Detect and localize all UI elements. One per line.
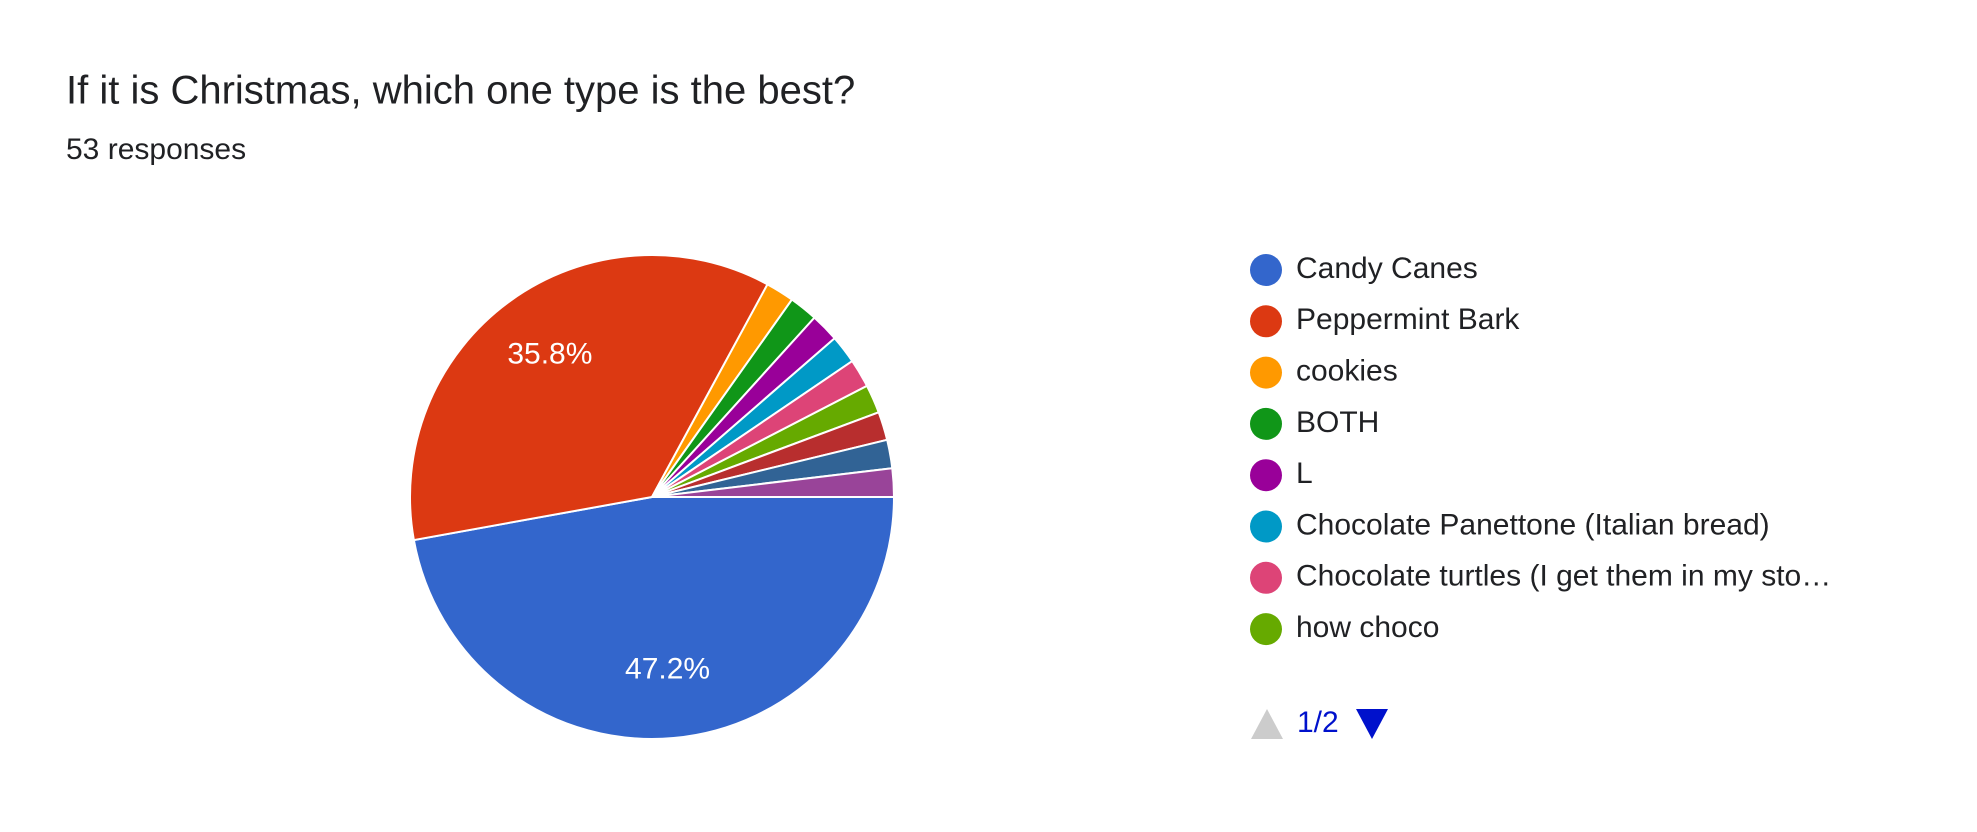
- legend-swatch: [1250, 459, 1282, 492]
- legend-label: Chocolate turtles (I get them in my sto…: [1296, 560, 1831, 593]
- legend-swatch: [1250, 510, 1282, 543]
- legend-label: Peppermint Bark: [1296, 303, 1520, 336]
- legend-label: L: [1296, 457, 1313, 490]
- slice-label: 47.2%: [625, 652, 710, 685]
- legend-page-prev[interactable]: [1251, 709, 1283, 739]
- legend-swatch: [1250, 254, 1282, 286]
- legend-label: Chocolate Panettone (Italian bread): [1296, 508, 1770, 541]
- legend-label: cookies: [1296, 355, 1398, 388]
- legend-swatch: [1250, 613, 1282, 646]
- legend-page: 1/2: [1297, 706, 1339, 739]
- legend-swatch: [1250, 305, 1282, 338]
- chart-subtitle: 53 responses: [66, 133, 246, 166]
- chart-title: If it is Christmas, which one type is th…: [66, 69, 855, 113]
- legend-swatch: [1250, 356, 1282, 389]
- slice-label: 35.8%: [507, 338, 592, 371]
- legend-label: how choco: [1296, 611, 1439, 644]
- legend-label: BOTH: [1296, 406, 1379, 439]
- legend-label: Candy Canes: [1296, 252, 1478, 285]
- legend-swatch: [1250, 407, 1282, 440]
- pie-slice: [409, 254, 769, 542]
- legend-swatch: [1250, 561, 1282, 594]
- legend-page-next[interactable]: [1356, 709, 1388, 739]
- pie-slice: [651, 467, 896, 498]
- pie-slice: [412, 496, 896, 740]
